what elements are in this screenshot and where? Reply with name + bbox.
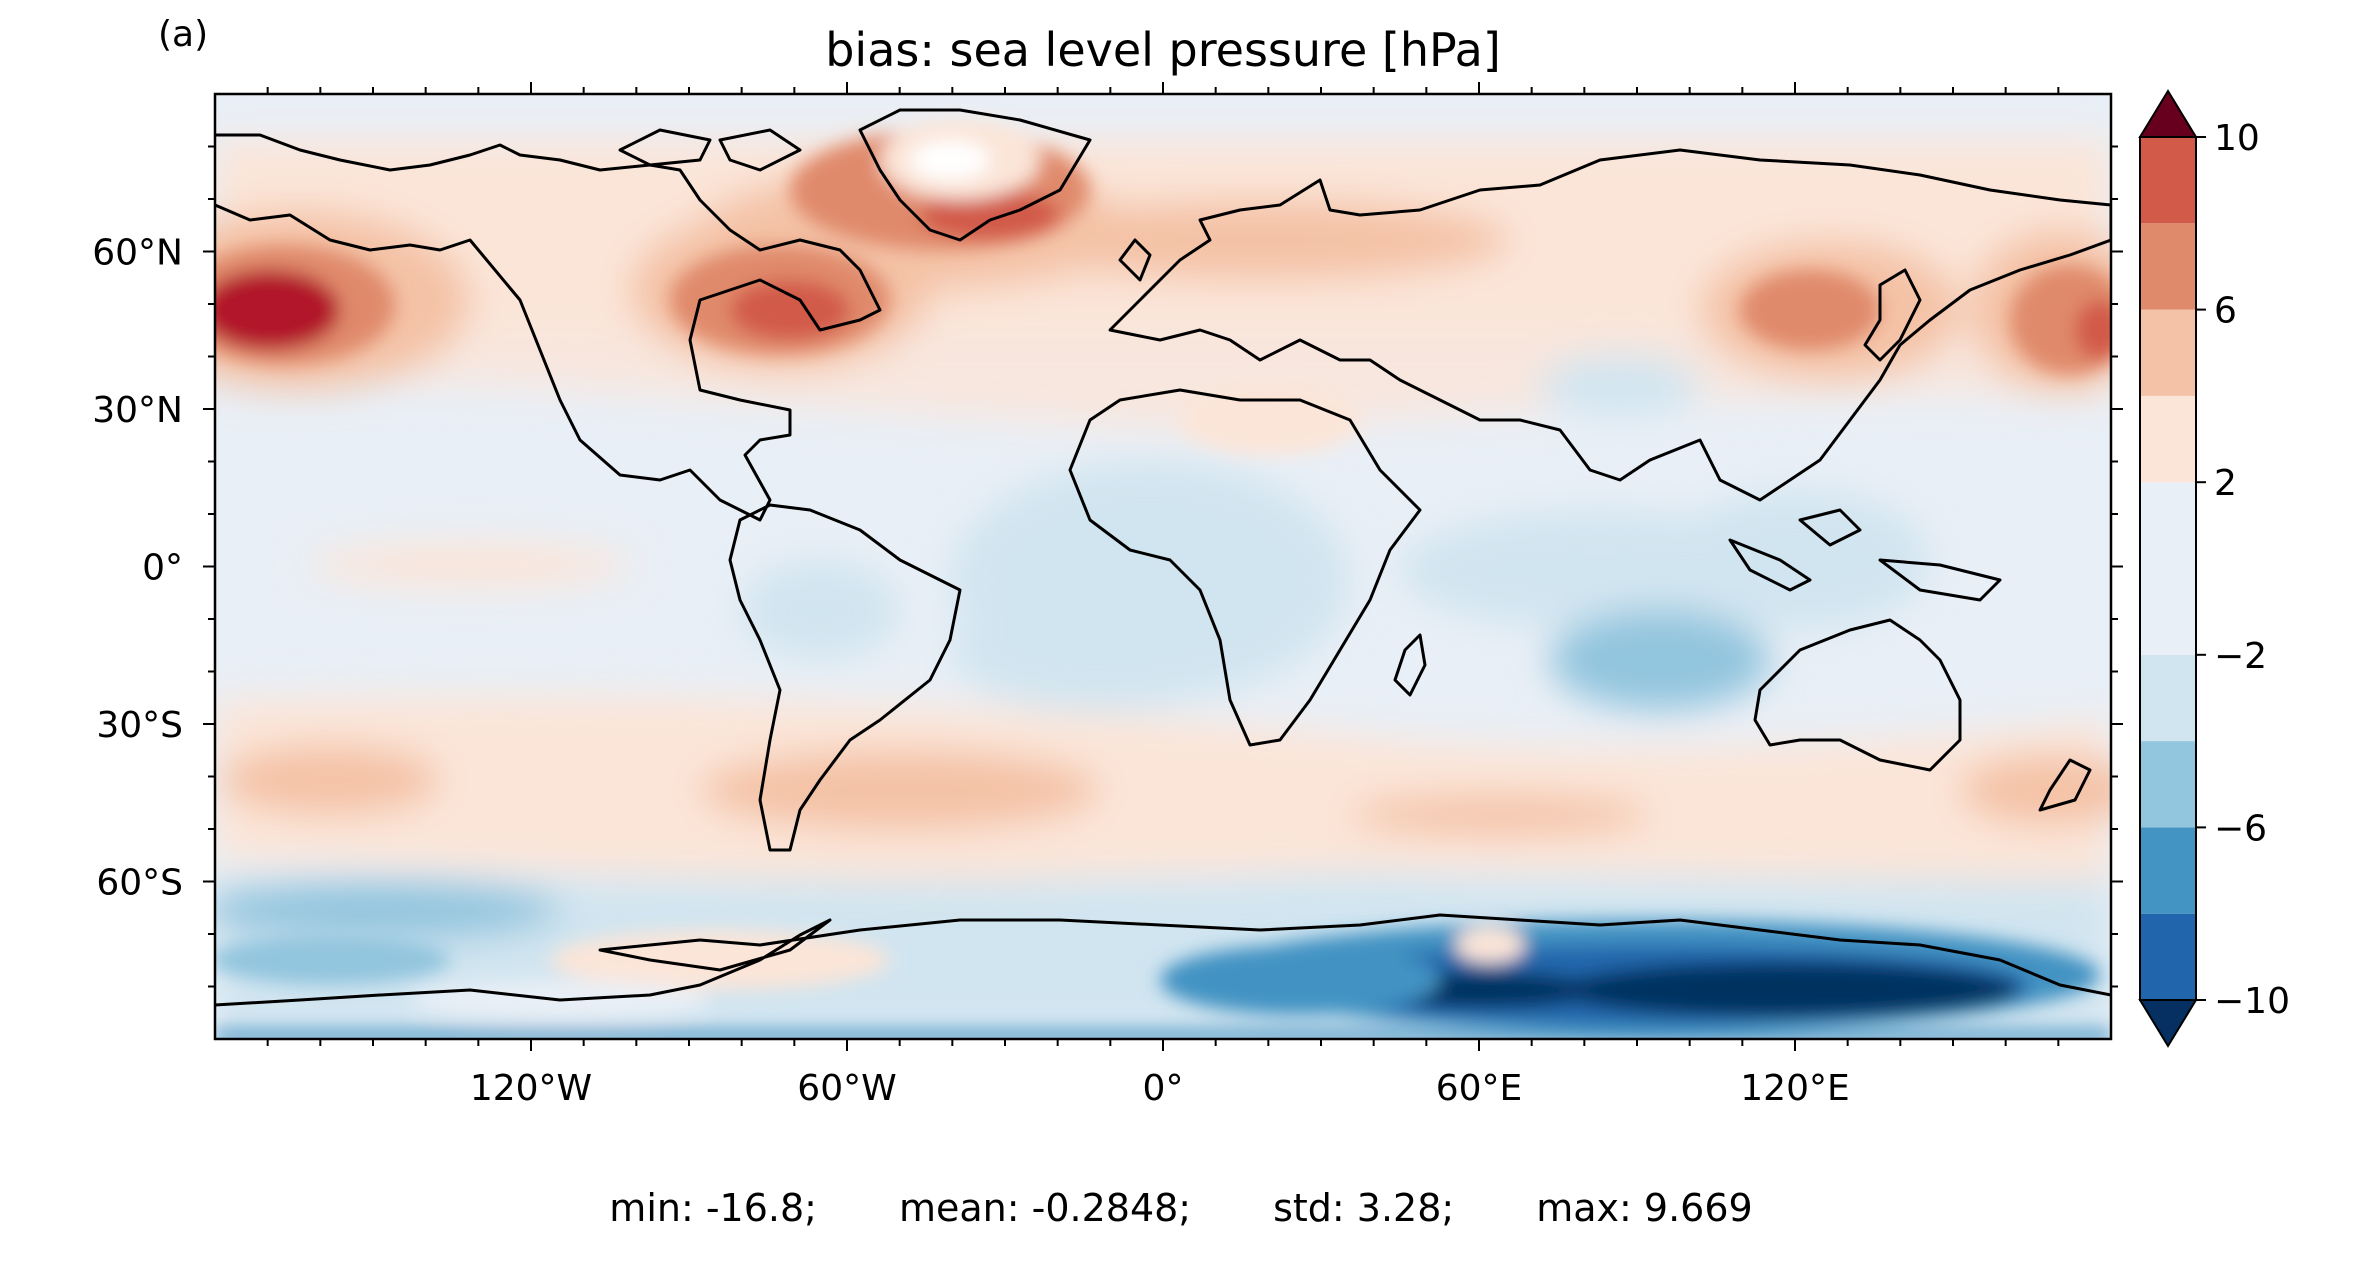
colorbar-tick-labels: 10 6 2 −2 −6 −10 (2196, 118, 2290, 1022)
pressure-bias-field (215, 94, 2111, 1039)
x-tick-labels: 120°W 60°W 0° 60°E 120°E (470, 1068, 1850, 1109)
x-tick-label: 120°W (470, 1068, 592, 1109)
colorbar (2138, 89, 2198, 1048)
stat-mean: mean: -0.2848; (898, 1186, 1192, 1230)
x-tick-label: 60°E (1436, 1068, 1523, 1109)
colorbar-extend-max (2138, 89, 2198, 138)
map-title: bias: sea level pressure [hPa] (825, 23, 1501, 77)
colorbar-segment (2140, 223, 2196, 310)
colorbar-segment (2140, 309, 2196, 396)
stat-min: min: -16.8; (609, 1186, 817, 1230)
colorbar-segment (2140, 913, 2196, 1000)
colorbar-extend-min (2138, 999, 2198, 1048)
colorbar-tick-label: 2 (2214, 463, 2237, 504)
y-tick-label: 0° (142, 548, 183, 589)
y-tick-label: 60°S (96, 863, 183, 904)
stats-line: min: -16.8; mean: -0.2848; std: 3.28; max: … (0, 1186, 2362, 1230)
y-tick-label: 60°N (92, 233, 183, 274)
colorbar-segment (2140, 137, 2196, 224)
colorbar-tick-label: −6 (2214, 808, 2267, 849)
x-tick-label: 0° (1143, 1068, 1184, 1109)
coastlines (215, 108, 2111, 1007)
panel-label: (a) (158, 14, 208, 55)
stat-std: std: 3.28; (1273, 1186, 1455, 1230)
colorbar-segment (2140, 741, 2196, 828)
colorbar-tick-label: 10 (2214, 118, 2260, 159)
stat-max: max: 9.669 (1536, 1186, 1753, 1230)
colorbar-tick-label: −2 (2214, 636, 2267, 677)
y-tick-label: 30°S (96, 705, 183, 746)
x-tick-label: 60°W (797, 1068, 896, 1109)
y-tick-labels: 60°N 30°N 0° 30°S 60°S (92, 233, 183, 904)
colorbar-segment (2140, 482, 2196, 655)
colorbar-segment (2140, 827, 2196, 914)
colorbar-tick-label: −10 (2214, 981, 2290, 1022)
y-tick-label: 30°N (92, 390, 183, 431)
axis-ticks (203, 82, 2123, 1051)
colorbar-segment (2140, 395, 2196, 483)
x-tick-label: 120°E (1740, 1068, 1849, 1109)
colorbar-segment (2140, 654, 2196, 742)
colorbar-tick-label: 6 (2214, 291, 2237, 332)
colorbar-frame (2139, 136, 2197, 1001)
